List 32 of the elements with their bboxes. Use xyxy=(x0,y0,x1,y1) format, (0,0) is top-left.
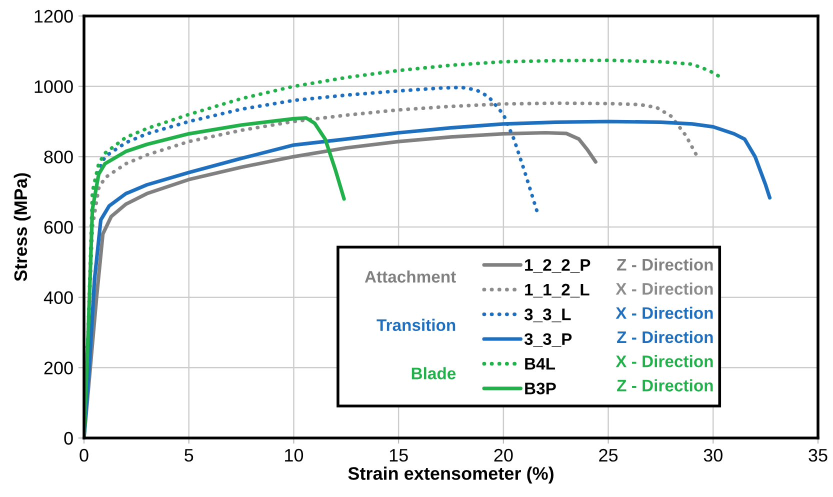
x-axis-title: Strain extensometer (%) xyxy=(348,466,554,484)
x-tick-label: 0 xyxy=(80,448,88,462)
legend-label: 1_2_2_P xyxy=(525,259,590,273)
annotation: Z - Direction xyxy=(617,379,713,392)
annotation: X - Direction xyxy=(616,306,713,319)
annotation: Attachment xyxy=(364,270,456,283)
y-axis-title: Stress (MPa) xyxy=(14,173,31,282)
x-tick-label: 35 xyxy=(808,448,828,462)
y-tick-label: 400 xyxy=(44,291,73,304)
y-tick-label: 1000 xyxy=(34,80,73,94)
annotation: Z - Direction xyxy=(617,258,713,271)
x-tick-label: 10 xyxy=(285,448,304,462)
legend-label: 1_1_2_L xyxy=(525,284,590,298)
annotation: Transition xyxy=(376,318,456,332)
x-tick-label: 15 xyxy=(390,449,408,462)
x-tick-label: 25 xyxy=(599,448,618,462)
legend-label: B3P xyxy=(525,382,556,394)
annotation: Z - Direction xyxy=(617,330,713,344)
y-tick-label: 0 xyxy=(64,432,73,445)
legend-label: B4L xyxy=(525,358,556,370)
y-tick-label: 600 xyxy=(44,220,73,234)
annotation: Blade xyxy=(412,367,456,380)
legend-label: 3_3_P xyxy=(524,333,572,347)
x-tick-label: 30 xyxy=(704,448,722,462)
x-tick-label: 5 xyxy=(184,449,194,462)
x-tick-label: 20 xyxy=(494,448,513,462)
annotation: X - Direction xyxy=(616,282,713,295)
y-tick-label: 1200 xyxy=(34,10,73,23)
y-tick-label: 800 xyxy=(44,150,73,164)
y-tick-label: 200 xyxy=(44,362,73,374)
annotation: X - Direction xyxy=(616,355,713,368)
legend-label: 3_3_L xyxy=(524,308,571,322)
